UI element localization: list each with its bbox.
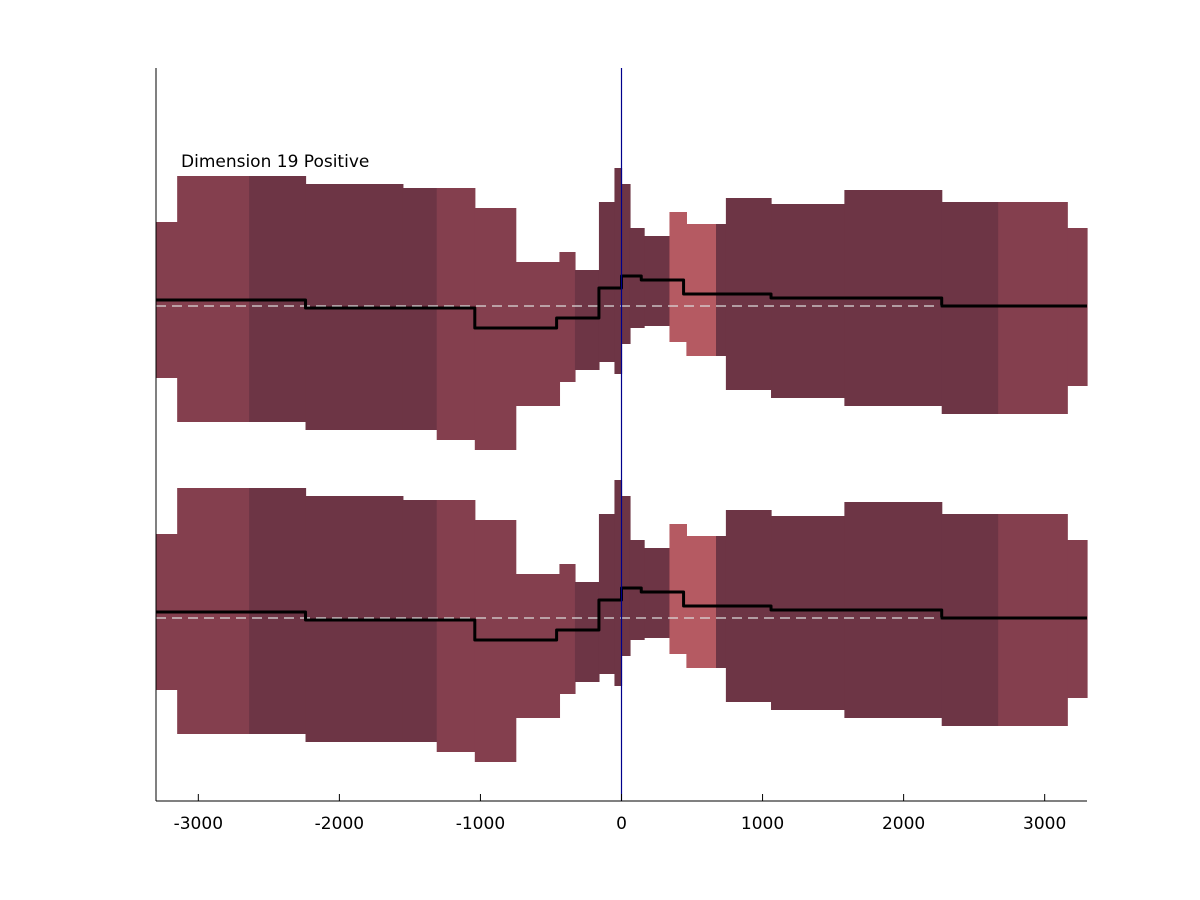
band-segment-1-11 — [614, 480, 623, 686]
band-segment-0-11 — [614, 168, 623, 374]
band-segment-0-12 — [621, 184, 631, 344]
band-segment-1-10 — [598, 514, 616, 674]
band-segment-0-9 — [574, 270, 600, 370]
band-segment-0-5 — [436, 188, 476, 440]
x-tick-label-0: -3000 — [174, 814, 223, 834]
band-segment-1-13 — [629, 540, 645, 640]
chart-annotation: Dimension 19 Positive — [181, 152, 369, 172]
x-tick-label-6: 3000 — [1023, 814, 1066, 834]
band-segment-1-5 — [436, 500, 476, 752]
band-segment-1-22 — [998, 514, 1068, 726]
band-segment-0-16 — [686, 224, 717, 356]
x-tick-label-2: -1000 — [456, 814, 505, 834]
band-segment-0-21 — [941, 202, 999, 414]
band-segment-1-12 — [621, 496, 631, 656]
band-segment-1-16 — [686, 536, 717, 668]
band-segment-0-13 — [629, 228, 645, 328]
band-segment-1-15 — [669, 524, 687, 654]
band-segment-1-21 — [941, 514, 999, 726]
x-tick-label-5: 2000 — [882, 814, 925, 834]
band-segment-1-9 — [574, 582, 600, 682]
x-tick-label-3: 0 — [616, 814, 627, 834]
band-segment-1-19 — [771, 516, 845, 710]
band-segment-1-7 — [515, 574, 561, 718]
x-ticks: -3000 -2000 -1000 0 1000 2000 3000 — [174, 794, 1066, 834]
band-segment-0-22 — [998, 202, 1068, 414]
upper-panel — [156, 168, 1088, 450]
band-segment-0-10 — [598, 202, 616, 362]
lower-panel — [156, 480, 1088, 762]
band-segment-0-17 — [716, 224, 727, 356]
band-segment-0-19 — [771, 204, 845, 398]
band-segment-0-15 — [669, 212, 687, 342]
band-segment-1-17 — [716, 536, 727, 668]
x-tick-label-4: 1000 — [741, 814, 784, 834]
band-segment-0-7 — [515, 262, 561, 406]
x-tick-label-1: -2000 — [315, 814, 364, 834]
